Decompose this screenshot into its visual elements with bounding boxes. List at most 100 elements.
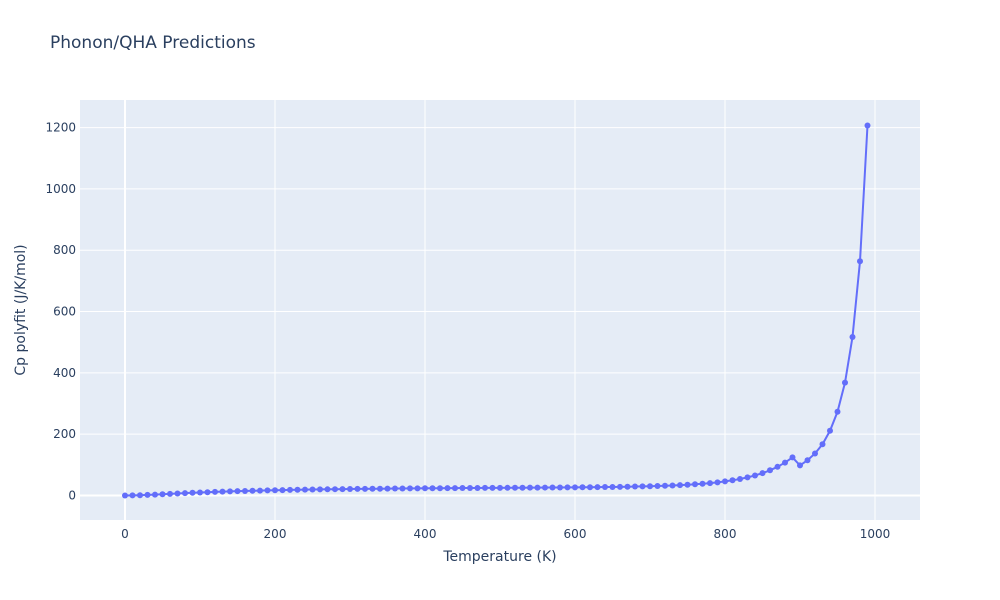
data-point bbox=[579, 484, 586, 491]
data-point bbox=[707, 480, 713, 487]
data-point bbox=[759, 470, 766, 477]
data-point bbox=[159, 491, 166, 498]
data-point bbox=[399, 485, 406, 492]
data-point bbox=[549, 484, 556, 491]
data-point bbox=[122, 492, 128, 499]
data-point bbox=[227, 488, 233, 495]
chart-title: Phonon/QHA Predictions bbox=[50, 33, 256, 53]
data-point bbox=[804, 457, 811, 464]
data-point bbox=[669, 482, 676, 489]
x-tick-label: 800 bbox=[714, 527, 737, 541]
data-point bbox=[429, 485, 436, 492]
data-point bbox=[834, 408, 841, 415]
data-point bbox=[789, 454, 796, 461]
data-point bbox=[699, 480, 706, 487]
data-point bbox=[819, 441, 826, 448]
data-point bbox=[849, 333, 856, 340]
data-point bbox=[512, 484, 518, 491]
data-point bbox=[302, 486, 308, 493]
data-point bbox=[242, 487, 248, 494]
data-point bbox=[744, 474, 751, 481]
data-point bbox=[474, 484, 481, 491]
data-point bbox=[684, 481, 691, 488]
y-tick-label: 1200 bbox=[45, 121, 76, 135]
y-tick-label: 200 bbox=[53, 427, 76, 441]
data-point bbox=[459, 485, 466, 492]
data-point bbox=[557, 484, 563, 491]
series-line bbox=[124, 125, 869, 497]
data-point bbox=[279, 487, 286, 494]
x-tick-label: 600 bbox=[564, 527, 587, 541]
data-point bbox=[414, 485, 421, 492]
data-point bbox=[767, 467, 773, 474]
data-point bbox=[407, 485, 413, 492]
data-point bbox=[782, 459, 788, 466]
data-point bbox=[534, 484, 541, 491]
y-tick-label: 400 bbox=[53, 366, 76, 380]
data-point bbox=[482, 484, 488, 491]
data-point bbox=[737, 475, 743, 482]
x-axis-title: Temperature (K) bbox=[442, 549, 556, 565]
data-point bbox=[812, 450, 818, 457]
data-point bbox=[542, 484, 548, 491]
data-point bbox=[827, 427, 833, 434]
data-point bbox=[797, 462, 803, 469]
data-point bbox=[287, 486, 293, 493]
data-point bbox=[174, 490, 181, 497]
data-point bbox=[624, 483, 631, 490]
plot-area-background bbox=[80, 100, 920, 520]
data-point bbox=[197, 489, 203, 496]
data-point bbox=[144, 491, 151, 498]
data-point bbox=[519, 484, 526, 491]
data-point bbox=[137, 492, 143, 499]
data-point bbox=[774, 463, 781, 470]
data-point bbox=[617, 483, 623, 490]
data-point bbox=[662, 482, 668, 489]
data-point bbox=[377, 485, 383, 492]
data-point bbox=[332, 486, 338, 493]
data-point bbox=[632, 483, 638, 490]
data-point bbox=[234, 488, 241, 495]
x-tick-label: 0 bbox=[121, 527, 129, 541]
data-point bbox=[587, 484, 593, 491]
data-point bbox=[272, 487, 278, 494]
data-point bbox=[572, 484, 578, 491]
data-point bbox=[129, 492, 136, 499]
data-point bbox=[692, 481, 698, 488]
data-point bbox=[452, 485, 458, 492]
data-point bbox=[842, 379, 848, 386]
y-tick-label: 600 bbox=[53, 305, 76, 319]
data-point bbox=[467, 485, 473, 492]
data-point bbox=[167, 490, 173, 497]
data-point bbox=[189, 489, 196, 496]
x-tick-label: 400 bbox=[414, 527, 437, 541]
data-point bbox=[564, 484, 571, 491]
data-point bbox=[317, 486, 323, 493]
data-point bbox=[324, 486, 331, 493]
data-point bbox=[219, 488, 226, 495]
data-point bbox=[309, 486, 316, 493]
data-point bbox=[444, 485, 451, 492]
data-point bbox=[609, 483, 616, 490]
data-point bbox=[602, 484, 608, 491]
data-point bbox=[639, 483, 646, 490]
data-point bbox=[647, 483, 653, 490]
data-point bbox=[504, 484, 511, 491]
data-point bbox=[489, 484, 496, 491]
data-point bbox=[182, 490, 188, 497]
data-point bbox=[339, 486, 346, 493]
data-point bbox=[437, 485, 443, 492]
data-point bbox=[677, 482, 683, 489]
data-point bbox=[752, 472, 758, 479]
data-point bbox=[347, 486, 353, 493]
data-point bbox=[527, 484, 533, 491]
data-point bbox=[354, 485, 361, 492]
data-point bbox=[594, 484, 601, 491]
y-tick-label: 800 bbox=[53, 243, 76, 257]
data-point bbox=[857, 258, 863, 265]
data-point bbox=[369, 485, 376, 492]
y-axis-title: Cp polyfit (J/K/mol) bbox=[13, 244, 29, 375]
data-point bbox=[392, 485, 398, 492]
data-point bbox=[264, 487, 271, 494]
